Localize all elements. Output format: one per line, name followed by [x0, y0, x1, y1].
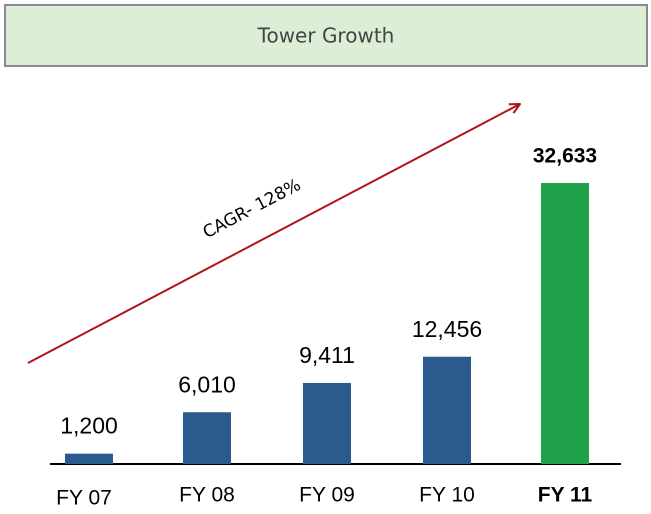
- bar: [65, 453, 113, 464]
- value-label: 1,200: [60, 413, 118, 439]
- title-box: [4, 4, 648, 67]
- bar: [423, 356, 471, 464]
- annotation: CAGR- 128%: [200, 175, 305, 243]
- bar: [541, 183, 589, 464]
- value-label: 32,633: [533, 145, 597, 168]
- bar: [303, 382, 351, 464]
- bar: [183, 412, 231, 464]
- value-label: 9,411: [299, 342, 355, 368]
- trend-arrow: [27, 104, 520, 364]
- x-tick-label: FY 11: [538, 484, 593, 507]
- value-label: 6,010: [178, 371, 236, 397]
- value-label: 12,456: [412, 316, 482, 342]
- x-tick-label: FY 10: [419, 484, 475, 507]
- x-tick-label: FY 07: [56, 487, 112, 510]
- x-tick-label: FY 09: [299, 484, 355, 507]
- x-tick-label: FY 08: [179, 484, 235, 507]
- chart-title: Tower Growth: [257, 24, 395, 48]
